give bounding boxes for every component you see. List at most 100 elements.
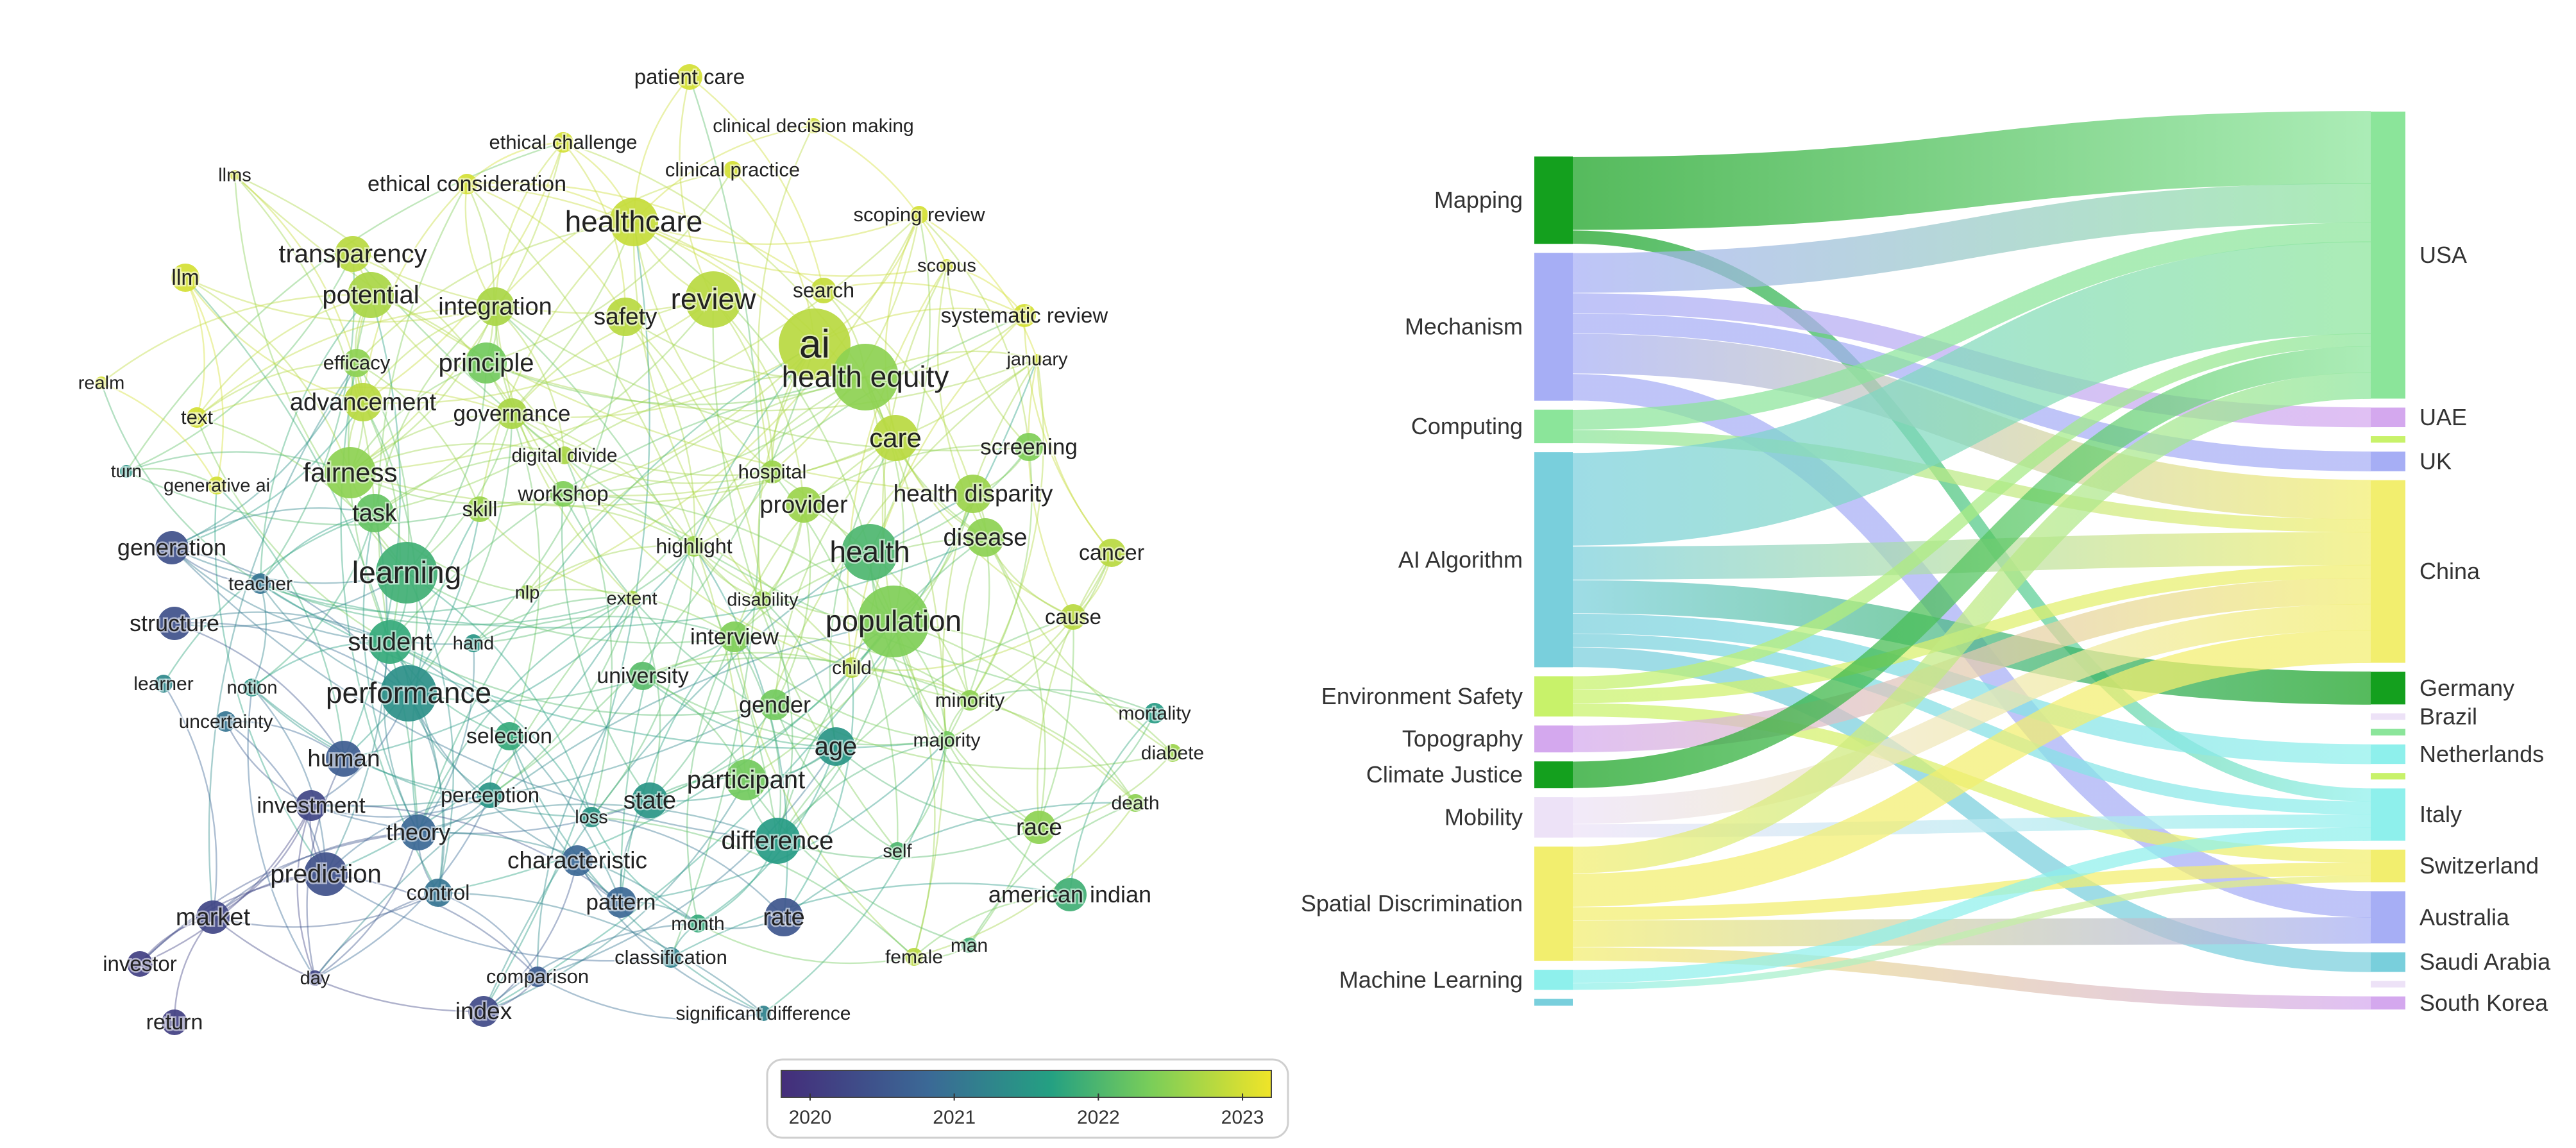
node-female	[905, 948, 923, 966]
network-edge	[343, 546, 695, 760]
network-edge	[389, 641, 775, 716]
node-hospital	[761, 460, 784, 484]
network-edge	[362, 299, 714, 404]
network-edge	[234, 174, 564, 494]
node-label-digital-divide: digital divide	[511, 445, 617, 466]
sankey-link-spatial-discrimination-to-china	[1572, 630, 2371, 907]
sankey-target-label-switzerland: Switzerland	[2419, 852, 2539, 879]
network-edge	[362, 305, 496, 403]
network-edge	[733, 636, 915, 958]
network-edge	[418, 643, 475, 833]
network-edge	[620, 344, 815, 903]
node-label-investor: investor	[103, 952, 177, 975]
network-edge	[697, 922, 915, 965]
node-task	[355, 494, 394, 532]
network-edge	[411, 509, 481, 833]
sankey-link-topography-to-china	[1572, 577, 2371, 752]
sankey-link-ai-algorithm-to-netherlands	[1572, 613, 2371, 764]
network-edge	[1069, 713, 1155, 895]
network-edge	[171, 507, 375, 549]
network-edge	[942, 359, 1038, 741]
node-text	[187, 407, 207, 428]
sankey-target-usa	[2371, 112, 2405, 399]
node-investor	[127, 951, 153, 977]
network-edge	[251, 583, 267, 688]
network-edge	[783, 667, 854, 918]
sankey-target-netherlands	[2371, 744, 2405, 764]
network-edge	[734, 636, 947, 741]
network-edge	[171, 546, 409, 694]
network-edge	[823, 282, 1025, 317]
network-edge	[374, 221, 635, 514]
node-label-screening: screening	[980, 435, 1078, 460]
network-edge	[125, 141, 564, 472]
network-edge	[625, 316, 866, 380]
network-edge	[591, 546, 695, 818]
network-edge	[851, 666, 1136, 804]
network-edge	[185, 277, 419, 833]
node-label-return: return	[146, 1010, 203, 1034]
network-edge	[325, 598, 633, 875]
sankey-target-unlabeled	[2371, 773, 2405, 780]
colorbar-tick-label: 2022	[1077, 1107, 1120, 1128]
network-edge	[389, 641, 593, 818]
network-edge	[527, 544, 695, 593]
node-prediction	[304, 852, 348, 896]
network-edge	[829, 437, 897, 747]
network-edge	[408, 413, 513, 694]
network-edge	[139, 873, 326, 965]
node-label-university: university	[597, 664, 689, 688]
network-edge	[1038, 713, 1156, 829]
network-edge	[483, 779, 747, 1013]
node-label-llm: llm	[171, 266, 199, 290]
network-edge	[633, 221, 871, 553]
network-edge	[437, 891, 764, 1014]
node-label-day: day	[300, 968, 330, 989]
network-edge	[893, 620, 1137, 804]
node-label-health: health	[829, 535, 910, 568]
node-safety	[606, 298, 645, 336]
sankey-link-spatial-discrimination-to-south-korea	[1572, 947, 2371, 1010]
network-edge	[171, 546, 407, 584]
node-gender	[759, 689, 790, 720]
node-label-american-indian: american indian	[988, 881, 1151, 907]
network-edge	[762, 599, 837, 747]
network-edge	[350, 306, 496, 474]
sankey-target-label-netherlands: Netherlands	[2419, 741, 2544, 767]
network-edge	[777, 739, 947, 841]
network-edge	[466, 182, 824, 291]
node-label-task: task	[352, 500, 398, 527]
network-edge	[913, 802, 1136, 958]
node-label-control: control	[406, 881, 470, 904]
network-edge	[632, 221, 763, 600]
node-label-fairness: fairness	[303, 457, 397, 487]
network-edge	[139, 831, 419, 965]
network-edge	[679, 76, 715, 300]
network-edge	[969, 699, 1136, 804]
network-labels: patient care ethical challenge clinical de…	[76, 63, 1205, 1036]
node-minority	[960, 690, 980, 711]
network-edge	[225, 721, 327, 875]
sankey-target-label-uk: UK	[2419, 448, 2452, 474]
network-edge	[642, 675, 836, 748]
node-label-death: death	[1111, 793, 1159, 814]
node-healthcare	[609, 198, 658, 246]
node-label-patient-care: patient care	[634, 65, 745, 89]
network-edge	[693, 376, 866, 547]
sankey-source-mapping	[1534, 156, 1573, 244]
node-disability	[754, 591, 772, 609]
node-label-advancement: advancement	[290, 389, 437, 416]
node-self	[888, 842, 906, 860]
sankey-source-label-machine-learning: Machine Learning	[1339, 967, 1523, 993]
node-university	[629, 662, 657, 690]
network-edge	[184, 277, 205, 418]
sankey-source-topography	[1534, 725, 1573, 753]
network-edge	[642, 657, 970, 702]
node-market	[196, 900, 230, 934]
network-edge	[620, 739, 947, 904]
node-label-hand: hand	[453, 634, 495, 654]
node-label-interview: interview	[690, 625, 779, 650]
node-label-hospital: hospital	[738, 460, 807, 483]
network-edge	[693, 471, 774, 548]
node-skill	[467, 496, 493, 522]
